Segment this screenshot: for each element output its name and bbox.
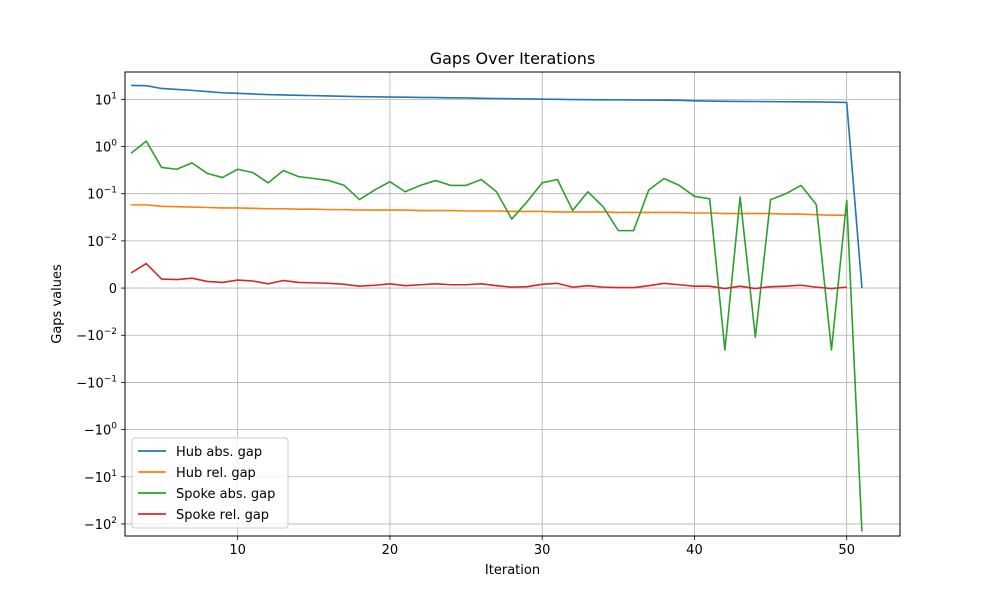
y-tick-label: −10−2	[76, 327, 117, 344]
legend-label-spoke-abs-gap: Spoke abs. gap	[176, 487, 275, 502]
y-tick-label: 101	[95, 91, 117, 108]
y-tick-label: 0	[109, 282, 117, 297]
x-axis-label: Iteration	[485, 563, 540, 578]
y-tick-label: −100	[84, 422, 117, 439]
x-tick-label: 30	[534, 543, 551, 558]
x-axis-ticks: 10 20 30 40 50	[229, 536, 855, 558]
y-tick-label: −10−1	[76, 374, 117, 391]
chart-title: Gaps Over Iterations	[430, 49, 596, 68]
series-line-spoke-rel-gap	[130, 262, 847, 290]
y-tick-label: −101	[84, 469, 117, 486]
legend-label-hub-abs-gap: Hub abs. gap	[176, 445, 262, 460]
series-line-spoke-abs-gap	[130, 140, 863, 532]
legend: Hub abs. gap Hub rel. gap Spoke abs. gap Sp…	[131, 437, 289, 529]
y-tick-label: 10−1	[87, 186, 117, 203]
y-axis-label: Gaps values	[50, 264, 65, 344]
legend-box	[131, 437, 289, 529]
plot-frame	[124, 71, 901, 537]
x-tick-label: 50	[838, 543, 855, 558]
y-axis-ticks: 101 100 10−1 10−2 0 −10−2 −10−1 −100 −101 −102	[76, 91, 125, 533]
series-line-hub-rel-gap	[131, 204, 847, 217]
x-tick-label: 40	[686, 543, 703, 558]
grid	[125, 72, 900, 536]
y-tick-label: −102	[84, 516, 117, 533]
legend-label-hub-rel-gap: Hub rel. gap	[176, 466, 256, 481]
x-tick-label: 20	[382, 543, 399, 558]
y-tick-label: 100	[95, 139, 118, 156]
x-tick-label: 10	[229, 543, 246, 558]
series-line-hub-abs-gap	[131, 84, 863, 289]
y-tick-label: 10−2	[87, 233, 117, 250]
legend-label-spoke-rel-gap: Spoke rel. gap	[176, 508, 269, 523]
series-group	[130, 84, 863, 532]
